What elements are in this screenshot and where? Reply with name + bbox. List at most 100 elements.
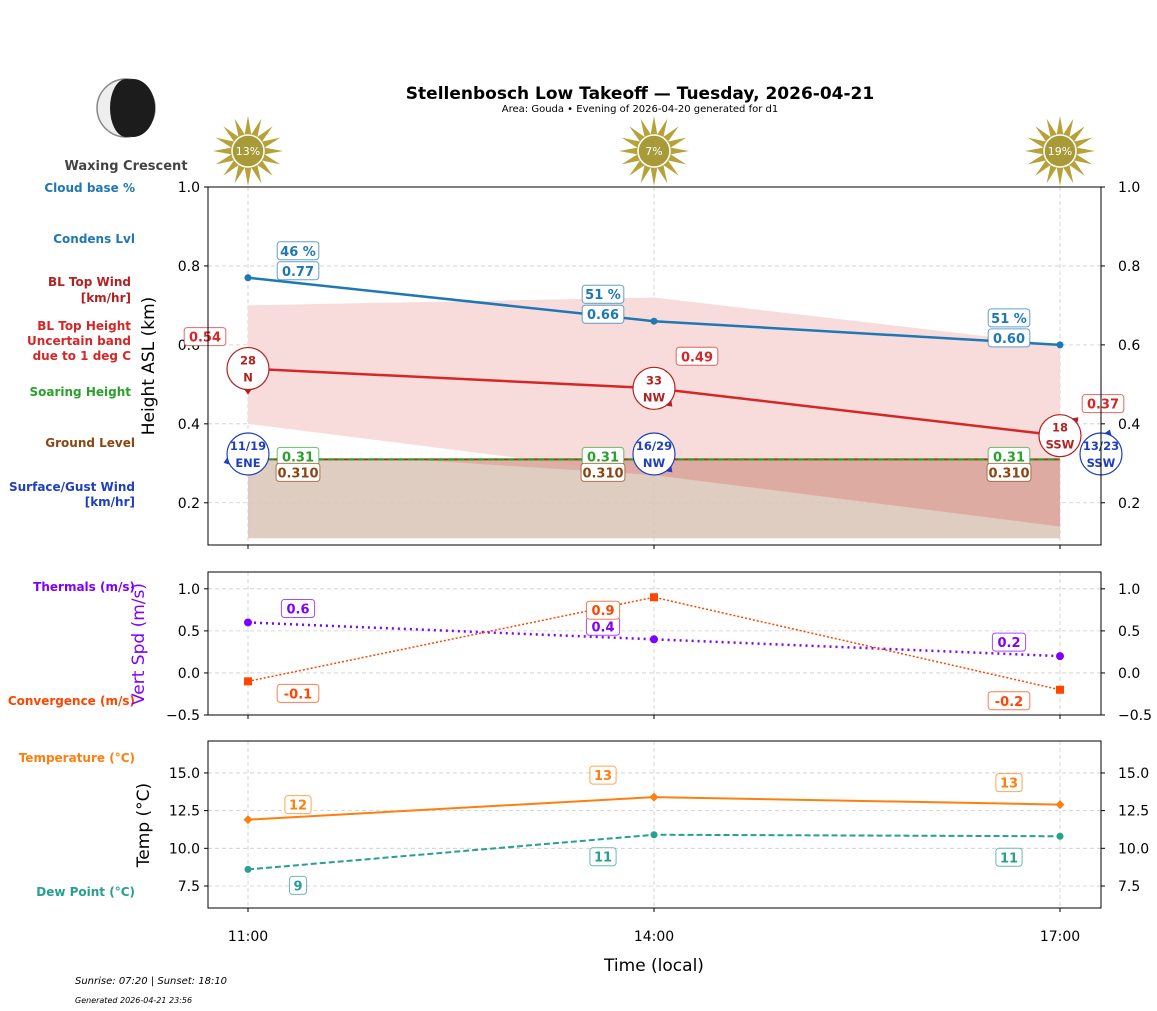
wind-direction: ENE <box>235 456 260 470</box>
condens-label-text: 0.66 <box>587 308 619 323</box>
bl-top-label-text: 0.37 <box>1087 398 1119 413</box>
wind-circle <box>1038 414 1082 458</box>
thermals-point <box>1056 652 1064 661</box>
sun-times: Sunrise: 07:20 | Sunset: 18:10 <box>75 976 227 987</box>
side-label-bl-band-note: due to 1 deg C <box>33 349 132 363</box>
thermals-label-box <box>991 632 1027 652</box>
temperature-label-box <box>589 765 617 785</box>
condens-label: 0.77 <box>276 261 320 281</box>
chart-title: Stellenbosch Low Takeoff — Tuesday, 2026… <box>406 84 874 104</box>
y-tick-label-right: 7.5 <box>1118 879 1140 895</box>
y-tick-label-right: 0.0 <box>1118 666 1140 682</box>
soaring-label-text: 0.31 <box>282 450 314 465</box>
y-axis-label-vert: Vert Spd (m/s) <box>129 583 149 705</box>
convergence-label-box <box>276 683 320 703</box>
cloud-base-label-text: 46 % <box>280 245 316 260</box>
ground-fill <box>248 459 1060 539</box>
convergence-label-box <box>987 691 1031 711</box>
y-tick-label: 1.0 <box>178 180 200 196</box>
bl-top-label-text: 0.49 <box>681 350 713 365</box>
surface-wind-indicator: 11/19 ENE <box>223 432 270 476</box>
bl-top-label: 0.37 <box>1081 394 1125 414</box>
y-axis-label-height: Height ASL (km) <box>139 297 159 436</box>
y-tick-label: 0.4 <box>178 417 200 433</box>
condens-point <box>1056 341 1064 349</box>
y-axis-label-temp: Temp (°C) <box>134 783 154 868</box>
plot-frame <box>207 740 1102 909</box>
plot-area <box>208 741 1101 908</box>
thermals-label: 0.4 <box>585 616 621 636</box>
wind-circle <box>632 366 676 410</box>
sun-cloud-icon: 19% <box>1025 116 1095 186</box>
convergence-label-box <box>585 600 621 620</box>
temperature-label: 13 <box>995 773 1023 793</box>
soaring-label: 0.31 <box>581 446 625 466</box>
side-label-surface-wind-unit: [km/hr] <box>85 495 135 509</box>
wind-direction: NW <box>643 456 666 470</box>
cloud-base-label: 46 % <box>276 241 320 261</box>
moon-phase-label: Waxing Crescent <box>64 159 187 174</box>
bl-top-label-box <box>1081 394 1125 414</box>
thermals-label-text: 0.6 <box>286 602 309 617</box>
plot-frame <box>207 571 1102 716</box>
soaring-label: 0.31 <box>987 446 1031 466</box>
side-label-bl-height: BL Top Height <box>37 319 131 333</box>
convergence-point <box>650 593 658 602</box>
convergence-point <box>244 677 252 686</box>
temperature-point <box>649 792 659 802</box>
dewpoint-label-text: 11 <box>594 851 612 866</box>
sun-cloud-icon: 7% <box>619 116 689 186</box>
y-tick-label-right: 0.5 <box>1118 624 1140 640</box>
side-label-soaring: Soaring Height <box>30 385 132 399</box>
dewpoint-label: 9 <box>288 875 308 895</box>
ground-label: 0.310 <box>580 462 626 482</box>
temperature-label-text: 13 <box>594 769 612 784</box>
condens-point <box>650 317 658 325</box>
ground-label-box <box>986 462 1032 482</box>
y-tick-label-right: −0.5 <box>1118 708 1152 724</box>
condens-label-box <box>581 304 625 324</box>
bl-top-label: 0.54 <box>183 327 227 347</box>
dewpoint-label: 11 <box>589 847 617 867</box>
convergence-label: 0.9 <box>585 600 621 620</box>
convergence-label: -0.2 <box>987 691 1031 711</box>
sun-cloud-pct: 19% <box>1048 145 1072 158</box>
y-tick-label-right: 0.2 <box>1118 496 1140 512</box>
convergence-label: -0.1 <box>276 683 320 703</box>
side-label-bl-wind: BL Top Wind <box>48 275 131 289</box>
dewpoint-label: 11 <box>995 847 1023 867</box>
y-tick-label: 12.5 <box>169 804 200 820</box>
x-tick-label: 17:00 <box>1040 929 1080 945</box>
y-tick-label: 15.0 <box>169 766 200 782</box>
y-tick-label: 0.5 <box>178 624 200 640</box>
soaring-label: 0.31 <box>276 446 320 466</box>
moon-phase-icon <box>96 78 156 138</box>
temperature-label-text: 12 <box>289 799 307 814</box>
thermals-point <box>650 635 658 644</box>
side-label-surface-wind: Surface/Gust Wind <box>9 480 135 494</box>
cloud-base-label: 51 % <box>987 308 1031 328</box>
y-tick-label-right: 0.8 <box>1118 259 1140 275</box>
wind-speed: 16/29 <box>636 439 672 453</box>
condens-label: 0.66 <box>581 304 625 324</box>
sun-cloud-pct: 7% <box>645 145 662 158</box>
wind-speed: 11/19 <box>230 439 266 453</box>
ground-label-text: 0.310 <box>277 466 318 481</box>
thermals-label-text: 0.2 <box>997 636 1020 651</box>
bl-top-label: 0.49 <box>675 346 719 366</box>
side-label-convergence: Convergence (m/s) <box>8 694 135 708</box>
dewpoint-point <box>1056 832 1064 840</box>
side-label-condens: Condens Lvl <box>53 232 135 246</box>
y-tick-label: −0.5 <box>166 708 200 724</box>
y-tick-label-right: 12.5 <box>1118 804 1149 820</box>
temperature-point <box>243 815 253 825</box>
cloud-base-label: 51 % <box>581 284 625 304</box>
convergence-point <box>1056 685 1064 694</box>
temperature-label-text: 13 <box>1000 777 1018 792</box>
ground-label: 0.310 <box>986 462 1032 482</box>
side-label-dewpoint: Dew Point (°C) <box>36 885 135 899</box>
y-tick-label-right: 1.0 <box>1118 180 1140 196</box>
sun-cloud-pct: 13% <box>236 145 260 158</box>
sun-disc <box>637 134 671 168</box>
